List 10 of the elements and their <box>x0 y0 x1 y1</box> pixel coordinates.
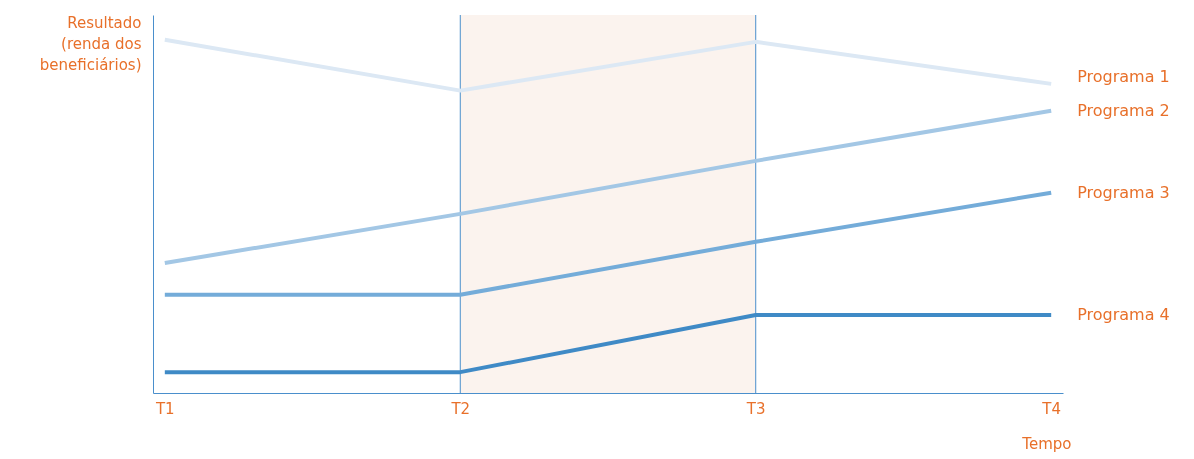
y-axis-title: Resultado (renda dos beneficiários) <box>39 13 142 74</box>
series-label: Programa 2 <box>1077 100 1170 120</box>
x-axis-title: Tempo <box>1021 434 1072 453</box>
x-tick-label: T3 <box>745 399 766 418</box>
x-tick-label: T1 <box>154 399 175 418</box>
x-tick-label: T2 <box>450 399 471 418</box>
series-label: Programa 3 <box>1077 182 1170 202</box>
series-label: Programa 1 <box>1077 66 1170 86</box>
x-tick-label: T4 <box>1041 399 1062 418</box>
series-label: Programa 4 <box>1077 304 1170 324</box>
